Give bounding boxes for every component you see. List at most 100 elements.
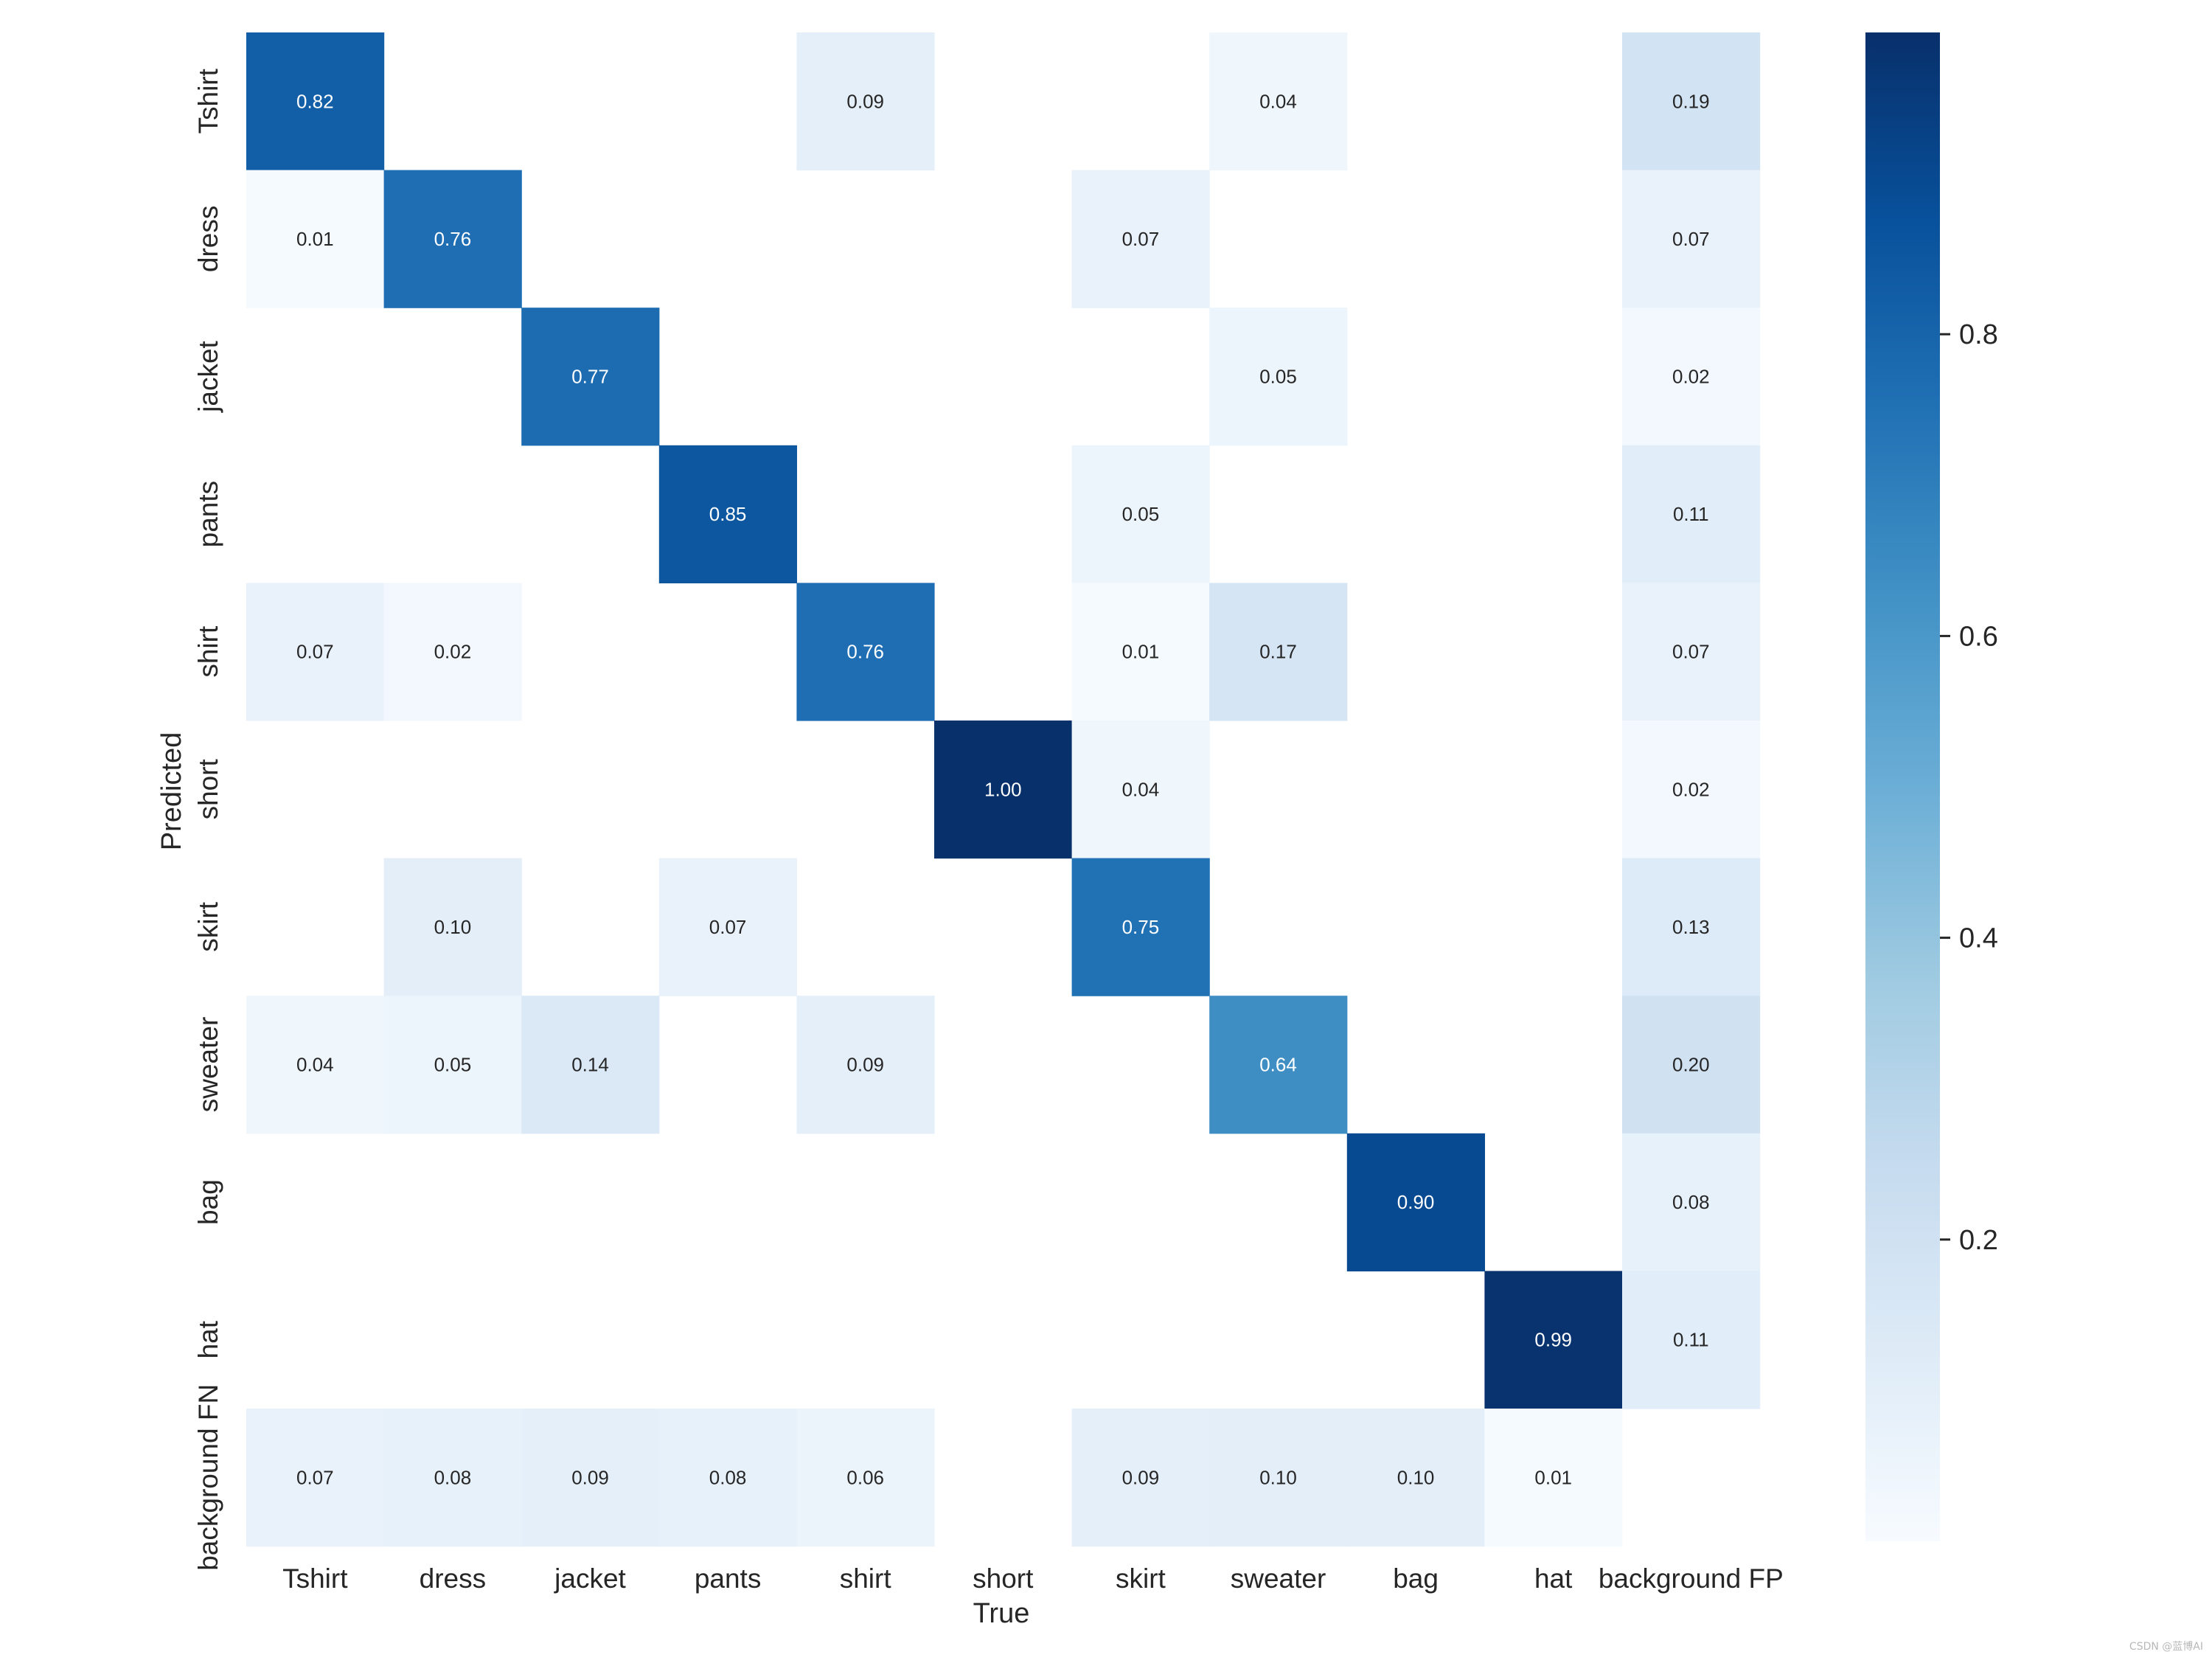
heatmap-cell-value: 0.20 bbox=[1672, 1054, 1710, 1076]
heatmap-cell-value: 0.08 bbox=[709, 1466, 747, 1488]
heatmap-cell bbox=[1209, 32, 1348, 171]
heatmap-cell bbox=[1622, 1133, 1761, 1271]
colorbar-tick-label: 0.4 bbox=[1959, 923, 1998, 954]
heatmap-cell bbox=[1071, 721, 1210, 859]
heatmap-cell bbox=[796, 583, 935, 721]
heatmap-cell bbox=[521, 308, 660, 446]
heatmap-cell bbox=[1622, 583, 1761, 721]
y-tick-label: sweater bbox=[193, 1017, 223, 1113]
heatmap-cell-value: 0.07 bbox=[296, 1466, 334, 1488]
heatmap-cell-value: 0.06 bbox=[846, 1466, 884, 1488]
heatmap-cell-value: 0.07 bbox=[709, 916, 747, 938]
heatmap-cell bbox=[1209, 583, 1348, 721]
x-tick-label: dress bbox=[420, 1563, 486, 1594]
heatmap-cell bbox=[383, 996, 522, 1134]
y-axis-tick-labels: Tshirt dress jacket pants shirt short skirt swe… bbox=[193, 68, 223, 1570]
heatmap-cell-value: 0.01 bbox=[1534, 1466, 1572, 1488]
y-tick-label: bag bbox=[193, 1179, 223, 1225]
heatmap-cell-value: 0.09 bbox=[1122, 1466, 1160, 1488]
heatmap-cell-value: 0.01 bbox=[1122, 641, 1160, 663]
heatmap-cell bbox=[1622, 996, 1761, 1134]
heatmap-cell bbox=[1484, 1271, 1623, 1409]
heatmap-cell bbox=[246, 583, 385, 721]
heatmap-cell bbox=[658, 858, 797, 996]
heatmap-cell bbox=[1346, 1133, 1485, 1271]
heatmap-cell-value: 0.04 bbox=[1259, 90, 1297, 112]
heatmap-cell bbox=[796, 1409, 935, 1547]
heatmap-cell bbox=[383, 858, 522, 996]
heatmap-cell-value: 0.09 bbox=[571, 1466, 609, 1488]
heatmap-cell-value: 0.05 bbox=[1122, 503, 1160, 525]
heatmap-cell-value: 0.76 bbox=[434, 228, 472, 250]
heatmap-cell-value: 0.77 bbox=[571, 366, 609, 388]
heatmap-cell bbox=[521, 1409, 660, 1547]
heatmap-cell bbox=[246, 170, 385, 308]
heatmap-cell-value: 0.10 bbox=[1259, 1466, 1297, 1488]
colorbar-tick-label: 0.8 bbox=[1959, 319, 1998, 350]
x-tick-label: sweater bbox=[1231, 1563, 1326, 1594]
heatmap-cell bbox=[1071, 858, 1210, 996]
heatmap-cell-value: 0.07 bbox=[296, 641, 334, 663]
heatmap-cells bbox=[246, 32, 1761, 1547]
x-tick-label: hat bbox=[1534, 1563, 1573, 1594]
heatmap-cell bbox=[1209, 308, 1348, 446]
colorbar-tick-label: 0.2 bbox=[1959, 1225, 1998, 1256]
heatmap-cell-value: 0.13 bbox=[1672, 916, 1710, 938]
colorbar-ticks: 0.2 0.4 0.6 0.8 bbox=[1940, 319, 1998, 1256]
heatmap-cell bbox=[246, 32, 385, 171]
heatmap-cell-value: 0.02 bbox=[434, 641, 472, 663]
heatmap-cell bbox=[383, 583, 522, 721]
heatmap-cell bbox=[1346, 1409, 1485, 1547]
y-tick-label: background FN bbox=[193, 1384, 223, 1571]
y-tick-label: hat bbox=[193, 1320, 223, 1358]
heatmap-cell bbox=[246, 1409, 385, 1547]
heatmap-cell-value: 0.09 bbox=[846, 90, 884, 112]
heatmap-cell-value: 0.99 bbox=[1534, 1329, 1572, 1351]
x-tick-label: shirt bbox=[840, 1563, 892, 1594]
heatmap-cell-value: 0.01 bbox=[296, 228, 334, 250]
heatmap-cell-value: 0.05 bbox=[434, 1054, 472, 1076]
y-tick-label: dress bbox=[193, 206, 223, 272]
heatmap-cell bbox=[1622, 308, 1761, 446]
heatmap-cell-value: 0.85 bbox=[709, 503, 747, 525]
heatmap-cell bbox=[1071, 170, 1210, 308]
heatmap-cell bbox=[383, 1409, 522, 1547]
y-tick-label: shirt bbox=[193, 625, 223, 678]
heatmap-cell-value: 0.17 bbox=[1259, 641, 1297, 663]
heatmap-cell bbox=[1209, 996, 1348, 1134]
heatmap-cell-value: 0.07 bbox=[1122, 228, 1160, 250]
heatmap-cell bbox=[1209, 1409, 1348, 1547]
heatmap-cell-value: 0.09 bbox=[846, 1054, 884, 1076]
x-tick-label: jacket bbox=[554, 1563, 626, 1594]
heatmap-cell-value: 0.02 bbox=[1672, 778, 1710, 800]
x-axis-tick-labels: Tshirt dress jacket pants shirt short skirt swe… bbox=[282, 1563, 1784, 1594]
heatmap-cell bbox=[796, 996, 935, 1134]
y-axis-label: Predicted bbox=[156, 732, 187, 851]
heatmap-cell-value: 0.10 bbox=[1397, 1466, 1435, 1488]
heatmap-cell-value: 0.19 bbox=[1672, 90, 1710, 112]
heatmap-cell-value: 0.05 bbox=[1259, 366, 1297, 388]
heatmap-cell-value: 0.90 bbox=[1397, 1191, 1435, 1213]
heatmap-cell-value: 0.11 bbox=[1673, 1329, 1709, 1351]
heatmap-cell-value: 0.07 bbox=[1672, 641, 1710, 663]
heatmap-cell-value: 0.07 bbox=[1672, 228, 1710, 250]
heatmap-cell bbox=[246, 996, 385, 1134]
heatmap-cell-value: 0.10 bbox=[434, 916, 472, 938]
heatmap-cell bbox=[1071, 1409, 1210, 1547]
heatmap-cell bbox=[1484, 1409, 1623, 1547]
x-tick-label: background FP bbox=[1599, 1563, 1784, 1594]
heatmap-cell-value: 0.08 bbox=[1672, 1191, 1710, 1213]
heatmap-cell-value: 0.64 bbox=[1259, 1054, 1297, 1076]
heatmap-cell bbox=[658, 445, 797, 583]
x-tick-label: Tshirt bbox=[282, 1563, 348, 1594]
heatmap-cell-value: 0.75 bbox=[1122, 916, 1160, 938]
heatmap-cell-value: 0.11 bbox=[1673, 503, 1709, 525]
heatmap-cell bbox=[1622, 1271, 1761, 1409]
x-axis-label: True bbox=[973, 1598, 1030, 1629]
heatmap-cell-value: 0.04 bbox=[1122, 778, 1160, 800]
heatmap-cell-value: 0.02 bbox=[1672, 366, 1710, 388]
x-tick-label: skirt bbox=[1116, 1563, 1166, 1594]
heatmap-cell-value: 0.08 bbox=[434, 1466, 472, 1488]
